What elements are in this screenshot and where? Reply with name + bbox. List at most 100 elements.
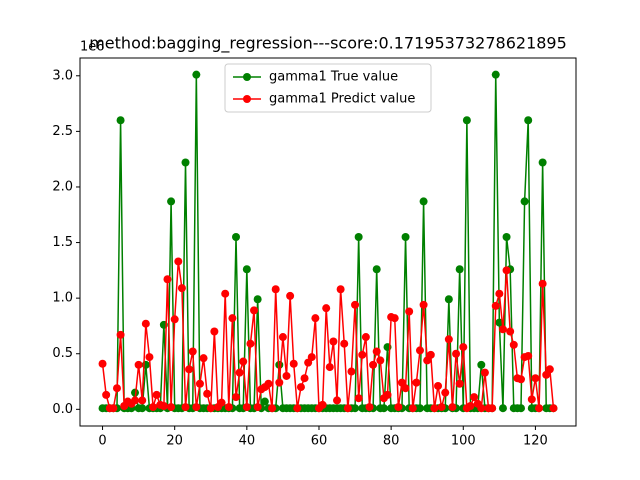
data-point bbox=[437, 403, 446, 412]
data-point bbox=[477, 360, 486, 369]
data-point bbox=[282, 371, 291, 380]
data-point bbox=[210, 327, 219, 336]
data-point bbox=[138, 396, 147, 405]
y-tick-label: 0.0 bbox=[52, 402, 73, 417]
data-point bbox=[347, 367, 356, 376]
data-point bbox=[246, 339, 255, 348]
data-point bbox=[535, 404, 544, 413]
legend-box bbox=[224, 63, 432, 113]
data-point bbox=[415, 346, 424, 355]
data-point bbox=[235, 368, 244, 377]
data-point bbox=[318, 400, 327, 409]
data-point bbox=[116, 330, 125, 339]
data-point bbox=[426, 350, 435, 359]
data-point bbox=[278, 333, 287, 342]
data-point bbox=[383, 390, 392, 399]
x-tick-label: 20 bbox=[166, 434, 183, 449]
y-tick-label: 3.0 bbox=[52, 68, 73, 83]
data-point bbox=[459, 343, 468, 352]
x-tick-label: 100 bbox=[451, 434, 476, 449]
data-point bbox=[145, 353, 154, 362]
data-point bbox=[516, 404, 525, 413]
y-tick-label: 1.5 bbox=[52, 235, 73, 250]
data-point bbox=[192, 70, 201, 79]
data-point bbox=[181, 403, 190, 412]
data-point bbox=[264, 379, 273, 388]
data-point bbox=[477, 404, 486, 413]
data-point bbox=[509, 340, 518, 349]
data-point bbox=[434, 381, 443, 390]
data-point bbox=[455, 379, 464, 388]
data-point bbox=[275, 378, 284, 387]
data-point bbox=[343, 404, 352, 413]
data-point bbox=[545, 365, 554, 374]
data-point bbox=[351, 300, 360, 309]
data-point bbox=[268, 404, 277, 413]
data-point bbox=[379, 404, 388, 413]
data-point bbox=[116, 116, 125, 125]
data-point bbox=[170, 315, 179, 324]
data-point bbox=[405, 307, 414, 316]
data-point bbox=[188, 347, 197, 356]
axes-frame bbox=[79, 57, 577, 427]
data-point bbox=[372, 347, 381, 356]
data-point bbox=[365, 403, 374, 412]
x-tick-label: 0 bbox=[98, 434, 106, 449]
data-point bbox=[455, 265, 464, 274]
y-tick-label: 2.0 bbox=[52, 179, 73, 194]
data-point bbox=[232, 393, 241, 402]
data-point bbox=[491, 70, 500, 79]
data-point bbox=[480, 368, 489, 377]
data-point bbox=[131, 396, 140, 405]
data-point bbox=[286, 291, 295, 300]
data-point bbox=[441, 388, 450, 397]
data-point bbox=[390, 314, 399, 323]
data-point bbox=[141, 319, 150, 328]
data-point bbox=[296, 383, 305, 392]
data-point bbox=[217, 398, 226, 407]
data-point bbox=[102, 390, 111, 399]
x-tick-label: 80 bbox=[383, 434, 400, 449]
data-point bbox=[488, 404, 497, 413]
data-point bbox=[311, 314, 320, 323]
data-point bbox=[192, 403, 201, 412]
data-point bbox=[195, 379, 204, 388]
x-tick-label: 40 bbox=[239, 434, 256, 449]
data-point bbox=[221, 289, 230, 298]
data-point bbox=[358, 350, 367, 359]
y-offset-text: 1e6 bbox=[80, 40, 105, 55]
data-point bbox=[224, 403, 233, 412]
data-point bbox=[289, 359, 298, 368]
data-point bbox=[531, 374, 540, 383]
data-point bbox=[430, 404, 439, 413]
data-point bbox=[271, 285, 280, 294]
data-point bbox=[452, 349, 461, 358]
data-point bbox=[333, 396, 342, 405]
data-point bbox=[527, 395, 536, 404]
data-point bbox=[419, 300, 428, 309]
data-point bbox=[516, 375, 525, 384]
data-point bbox=[354, 232, 363, 241]
data-point bbox=[149, 403, 158, 412]
data-point bbox=[372, 265, 381, 274]
legend-marker bbox=[243, 73, 251, 81]
data-point bbox=[549, 404, 558, 413]
data-point bbox=[524, 116, 533, 125]
data-point bbox=[470, 393, 479, 402]
data-point bbox=[401, 384, 410, 393]
data-point bbox=[502, 266, 511, 275]
data-point bbox=[329, 337, 338, 346]
data-point bbox=[520, 197, 529, 206]
data-point bbox=[408, 404, 417, 413]
data-point bbox=[177, 284, 186, 293]
data-point bbox=[524, 351, 533, 360]
data-point bbox=[495, 289, 504, 298]
data-point bbox=[167, 197, 176, 206]
data-point bbox=[498, 325, 507, 334]
data-point bbox=[466, 401, 475, 410]
data-point bbox=[228, 314, 237, 323]
data-point bbox=[199, 354, 208, 363]
data-point bbox=[498, 404, 507, 413]
data-point bbox=[325, 363, 334, 372]
data-point bbox=[206, 404, 215, 413]
